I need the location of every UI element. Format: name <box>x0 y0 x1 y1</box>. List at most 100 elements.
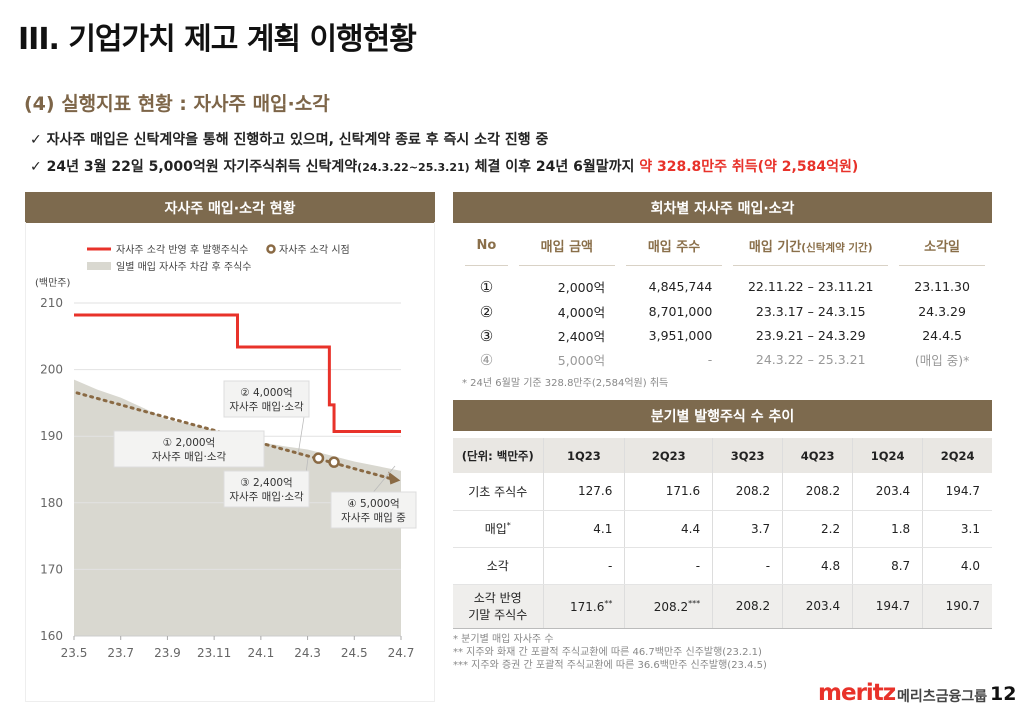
unit-label: (단위: 백만주) <box>453 438 544 473</box>
callout-box <box>223 380 310 418</box>
callout-box <box>113 430 265 468</box>
quarter-table: (단위: 백만주) 1Q23 2Q23 3Q23 4Q23 1Q24 2Q24 기초 주식수… <box>453 438 992 629</box>
callout-leader <box>373 465 396 493</box>
cell: (매입 중)* <box>914 353 970 368</box>
buyback-chart: 160 170 180 190 200 210 23.5 23.7 23.9 23.11 24.1 2… <box>35 244 417 660</box>
table-row: ③ 2,400억 3,951,000 23.9.21 – 24.3.29 24.4.5 <box>465 324 985 348</box>
x-tick-label: 24.1 <box>247 646 274 660</box>
cell: 4,000억 <box>557 305 606 320</box>
callout-amount: ② 4,000억 <box>240 387 292 399</box>
legend-label: 자사주 소각 반영 후 발행주식수 <box>116 244 248 256</box>
page-title: III. 기업가치 제고 계획 이행현황 <box>18 22 417 57</box>
y-tick-label: 210 <box>40 296 63 310</box>
retire-marker <box>312 452 325 464</box>
cell: 4.8 <box>782 547 854 585</box>
cell: 4.1 <box>543 510 626 548</box>
quarter-header: 1Q24 <box>852 438 924 473</box>
cell: - <box>543 547 626 585</box>
quarter-notes: * 분기별 매입 자사주 수 ** 지주와 화재 간 포괄적 주식교환에 따른 … <box>453 633 767 672</box>
cell: 24.3.22 – 25.3.21 <box>755 352 866 367</box>
cell: 203.4 <box>782 584 854 629</box>
cell: 22.11.22 – 23.11.21 <box>747 279 874 295</box>
cell: ④ <box>479 350 494 369</box>
callout-amount: ④ 5,000억 <box>347 498 399 510</box>
bullet-text: 24년 3월 22일 5,000억원 자기주식취득 신탁계약 <box>46 159 358 175</box>
callout-amount: ③ 2,400억 <box>240 477 292 489</box>
left-panel-header: 자사주 매입·소각 현황 <box>25 192 435 223</box>
cell: 208.2 <box>782 473 854 511</box>
check-icon: ✓ <box>30 159 42 175</box>
table-row-ending-shares: 소각 반영 기말 주식수 171.6** 208.2*** 208.2 203.4 194.… <box>453 584 992 629</box>
cell: 23.3.17 – 24.3.15 <box>755 304 866 319</box>
group-name: 메리츠금융그룹 <box>897 689 988 705</box>
retire-marker <box>328 456 340 468</box>
buyback-note: * 24년 6월말 기준 328.8만주(2,584억원) 취득 <box>462 378 669 389</box>
cell: 203.4 <box>852 473 924 511</box>
cell: 171.6** <box>543 584 626 629</box>
cell: 3.1 <box>922 510 992 548</box>
cell: 171.6 <box>624 473 714 511</box>
callout-amount: ① 2,000억 <box>163 437 215 449</box>
y-tick-label: 180 <box>40 496 63 510</box>
cell: - <box>712 547 784 585</box>
cell: 208.2*** <box>624 584 714 629</box>
row-label: 소각 <box>453 547 544 585</box>
table-row: ① 2,000억 4,845,744 22.11.22 – 23.11.21 23.11… <box>465 266 985 300</box>
callout-desc: 자사주 매입 중 <box>341 511 406 524</box>
cell: 8,701,000 <box>648 304 713 319</box>
table-row: ④ 5,000억 - 24.3.22 – 25.3.21 (매입 중)* <box>465 348 985 372</box>
col-no: No <box>465 232 508 266</box>
cell: 2,400억 <box>557 329 606 344</box>
cell: 4,845,744 <box>648 279 713 295</box>
col-amount: 매입 금액 <box>518 232 616 266</box>
cell: 8.7 <box>852 547 924 585</box>
cell: 23.11.30 <box>914 279 970 295</box>
x-tick-label: 24.3 <box>294 646 321 660</box>
x-tick-label: 23.5 <box>61 646 88 660</box>
buyback-table: No 매입 금액 매입 주수 매입 기간(신탁계약 기간) 소각일 ① 2,000… <box>465 232 985 372</box>
quarter-header: 4Q23 <box>782 438 854 473</box>
cell: 194.7 <box>922 473 992 511</box>
callout-desc: 자사주 매입·소각 <box>229 400 304 413</box>
cell: 190.7 <box>922 584 992 629</box>
cell: - <box>707 352 713 367</box>
y-tick-label: 160 <box>40 629 63 643</box>
legend-marker-swatch <box>266 244 276 254</box>
x-tick-label: 24.5 <box>341 646 368 660</box>
cell: ② <box>479 302 494 321</box>
buyback-table-header: 회차별 자사주 매입·소각 <box>453 192 992 223</box>
quarter-header: 2Q24 <box>922 438 992 473</box>
cell: 4.0 <box>922 547 992 585</box>
trend-arrow-icon <box>388 471 401 485</box>
x-tick-label: 24.7 <box>388 646 415 660</box>
bullet-text: 체결 이후 24년 6월말까지 <box>469 159 640 175</box>
callout-leader <box>297 416 305 456</box>
quarter-header: 3Q23 <box>712 438 784 473</box>
page-number: 12 <box>990 683 1017 705</box>
col-retire-date: 소각일 <box>899 232 985 266</box>
cell: 1.8 <box>852 510 924 548</box>
cell: 24.4.5 <box>922 328 962 343</box>
bullet-text: 자사주 매입은 신탁계약을 통해 진행하고 있으며, 신탁계약 종료 후 즉시 … <box>46 132 549 148</box>
callout-desc: 자사주 매입·소각 <box>229 490 304 503</box>
quarter-header: 2Q23 <box>624 438 714 473</box>
row-label: 매입* <box>453 510 544 548</box>
row-label: 기초 주식수 <box>453 473 544 511</box>
callout-box <box>330 491 417 529</box>
y-tick-label: 190 <box>40 429 63 443</box>
y-axis-unit: (백만주) <box>35 277 71 289</box>
legend-label: 자사주 소각 시점 <box>279 244 350 256</box>
legend-area-swatch <box>87 262 111 270</box>
table-row: 기초 주식수 127.6 171.6 208.2 208.2 203.4 194.7 <box>453 473 992 511</box>
cell: 23.9.21 – 24.3.29 <box>755 328 866 343</box>
cell: 2.2 <box>782 510 854 548</box>
quarter-header: 1Q23 <box>543 438 626 473</box>
red-step-series <box>74 313 401 434</box>
chart-panel <box>25 222 435 702</box>
cell: ③ <box>479 326 494 345</box>
table-row: 매입* 4.1 4.4 3.7 2.2 1.8 3.1 <box>453 510 992 548</box>
quarter-table-header: 분기별 발행주식 수 추이 <box>453 400 992 431</box>
table-row: ② 4,000억 8,701,000 23.3.17 – 24.3.15 24.3.29 <box>465 300 985 324</box>
x-tick-label: 23.7 <box>107 646 134 660</box>
bullet-highlight: 약 328.8만주 취득(약 2,584억원) <box>639 159 859 175</box>
